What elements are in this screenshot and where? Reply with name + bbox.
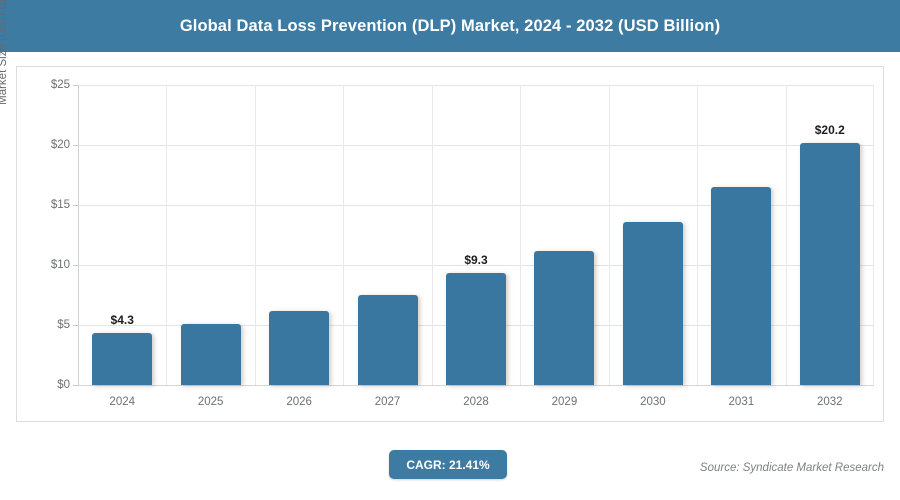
y-gridline	[78, 385, 874, 386]
y-axis-tick-label: $15	[50, 199, 70, 211]
bar-value-label-2032: $20.2	[814, 122, 845, 137]
bar-2026[interactable]	[269, 310, 330, 385]
bar-2031[interactable]	[711, 187, 772, 385]
y-axis-line	[78, 85, 79, 385]
x-gridline	[520, 85, 522, 385]
y-axis-tick-mark	[73, 205, 78, 206]
x-axis-tick-label-2032: 2032	[816, 396, 843, 408]
x-axis-tick-label-2030: 2030	[640, 396, 666, 408]
x-gridline	[608, 85, 610, 385]
y-axis-title: Market Size (USD Billion)	[0, 0, 9, 105]
y-gridline	[78, 145, 874, 146]
x-axis-tick-label-2025: 2025	[197, 396, 224, 408]
x-gridline	[697, 85, 699, 385]
x-axis-tick-label-2024: 2024	[109, 396, 136, 408]
bar-value-label-2028: $9.3	[464, 253, 488, 268]
x-gridline	[166, 85, 168, 385]
bar-2029[interactable]	[534, 250, 595, 385]
source-note: Source: Syndicate Market Research	[699, 462, 884, 474]
bar-2028[interactable]	[446, 273, 506, 385]
chart-title-bar: Global Data Loss Prevention (DLP) Market…	[0, 0, 900, 52]
x-gridline	[254, 85, 256, 385]
x-axis-tick-label-2026: 2026	[286, 396, 312, 408]
x-gridline	[431, 85, 433, 385]
bar-2027[interactable]	[357, 295, 418, 385]
y-axis-tick-label: $20	[50, 139, 70, 151]
y-axis-tick-mark	[73, 145, 78, 146]
plot-area	[78, 85, 874, 386]
x-gridline	[785, 85, 787, 385]
x-axis-tick-label-2031: 2031	[728, 396, 755, 408]
y-axis-tick-label: $10	[50, 259, 70, 271]
x-axis-tick-label-2028: 2028	[463, 396, 489, 408]
cagr-label: CAGR: 21.41%	[406, 457, 490, 472]
x-gridline	[343, 85, 345, 385]
bar-2032[interactable]	[799, 142, 860, 385]
bar-2030[interactable]	[622, 221, 683, 385]
y-axis-tick-label: $5	[57, 319, 70, 331]
x-axis-tick-label-2027: 2027	[374, 396, 401, 408]
cagr-badge: CAGR: 21.41%	[389, 450, 507, 479]
y-gridline	[78, 265, 874, 266]
bar-value-label-2024: $4.3	[110, 313, 134, 328]
y-axis-tick-label: $0	[57, 379, 70, 391]
bar-2025[interactable]	[180, 323, 241, 385]
y-axis-tick-mark	[73, 85, 78, 86]
page-title: Global Data Loss Prevention (DLP) Market…	[179, 16, 721, 35]
x-gridline	[873, 85, 874, 385]
y-gridline	[78, 85, 874, 86]
y-axis-tick-mark	[73, 265, 78, 266]
y-axis-tick-label: $25	[50, 79, 70, 91]
y-axis-tick-mark	[73, 385, 78, 386]
y-gridline	[78, 205, 874, 206]
y-axis-tick-mark	[73, 325, 78, 326]
bar-2024[interactable]	[92, 333, 153, 385]
x-axis-tick-label-2029: 2029	[551, 396, 578, 408]
